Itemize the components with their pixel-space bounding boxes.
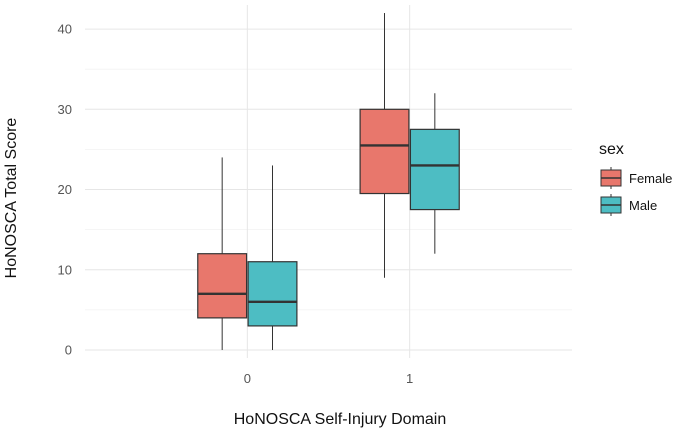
- boxes: [197, 13, 460, 350]
- grid-major: [85, 5, 572, 358]
- y-axis-title: HoNOSCA Total Score: [3, 118, 20, 279]
- box-male-1: [409, 93, 460, 254]
- x-tick-label: 0: [244, 371, 251, 386]
- box-iqr: [409, 128, 460, 211]
- y-axis-ticks: 0 10 20 30 40: [58, 22, 72, 358]
- x-tick-label: 1: [406, 371, 413, 386]
- legend-label-male: Male: [629, 198, 657, 213]
- y-tick-label: 10: [58, 262, 72, 277]
- grid-minor: [85, 68, 572, 311]
- box-iqr: [247, 261, 298, 327]
- box-iqr: [359, 108, 410, 195]
- box-iqr: [197, 253, 248, 319]
- box-male-0: [247, 165, 298, 350]
- legend-title: sex: [599, 141, 624, 158]
- y-tick-label: 20: [58, 182, 72, 197]
- y-tick-label: 30: [58, 102, 72, 117]
- x-axis-title: HoNOSCA Self-Injury Domain: [234, 411, 447, 428]
- y-tick-label: 40: [58, 22, 72, 37]
- y-tick-label: 0: [65, 342, 72, 357]
- box-female-1: [359, 13, 410, 278]
- legend-label-female: Female: [629, 171, 672, 186]
- box-female-0: [197, 157, 248, 350]
- legend: sex Female Male: [599, 141, 672, 216]
